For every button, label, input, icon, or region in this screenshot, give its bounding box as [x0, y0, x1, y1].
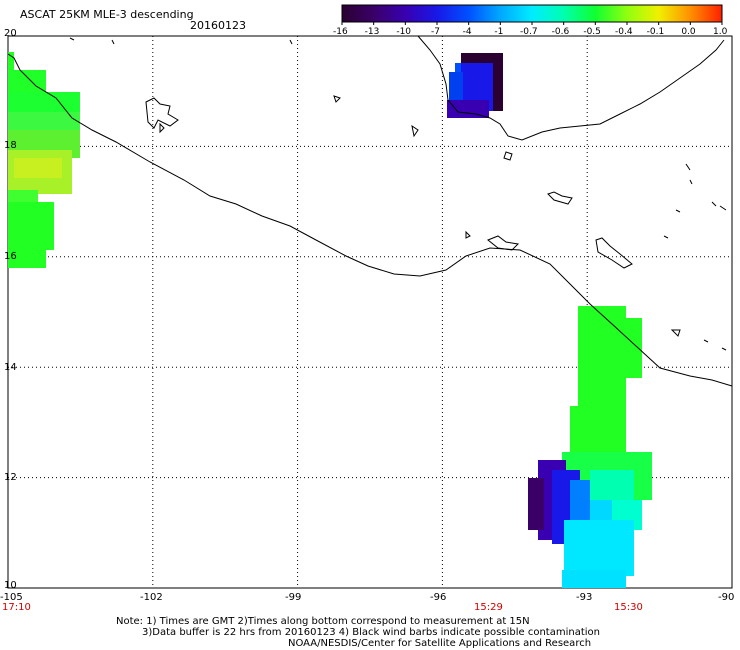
x-tick-label: -99	[285, 592, 302, 603]
islands	[69, 37, 727, 351]
colorbar-label: -13	[364, 27, 380, 37]
swath-cell	[8, 202, 54, 250]
colorbar-label: -0.4	[615, 27, 633, 37]
colorbar-label: -0.7	[520, 27, 538, 37]
colorbar-label: -16	[333, 27, 348, 37]
colorbar-gradient	[341, 4, 723, 23]
swath-cell	[8, 250, 46, 268]
x-tick-label: -93	[576, 592, 593, 603]
west-swath	[8, 52, 80, 268]
time-label: 17:10	[2, 602, 31, 613]
colorbar-label: -0.5	[583, 27, 601, 37]
colorbar-label: -1	[494, 27, 504, 37]
swath-cell	[564, 520, 634, 576]
note-line-3: NOAA/NESDIS/Center for Satellite Applica…	[288, 638, 592, 649]
coastline	[7, 53, 733, 387]
swath-cell	[8, 112, 80, 130]
swath-cell	[562, 570, 626, 588]
x-tick-label: -102	[140, 592, 163, 603]
swath-cell	[447, 100, 489, 118]
swath-cell	[14, 158, 62, 178]
swath-cell	[528, 478, 544, 530]
colorbar-label: -10	[396, 27, 412, 37]
swath-cell	[570, 406, 626, 454]
swath-cell	[570, 480, 590, 520]
y-tick-label: 16	[4, 251, 17, 262]
colorbar-label: -0.6	[551, 27, 570, 37]
swath-cell	[578, 378, 626, 408]
y-tick-label: 10	[4, 580, 17, 591]
y-tick-label: 18	[4, 140, 17, 151]
colorbar-label: -4	[462, 27, 472, 37]
swath-cell	[590, 470, 634, 500]
y-tick-label: 14	[4, 362, 17, 373]
colorbar-label: -7	[431, 27, 440, 37]
swath-cell	[8, 52, 14, 70]
plot-frame	[7, 35, 733, 589]
map-title: ASCAT 25KM MLE-3 descending	[20, 8, 194, 21]
time-label: 15:29	[474, 602, 503, 613]
coastline-gulf	[417, 35, 725, 141]
x-tick-label: -105	[0, 592, 23, 603]
colorbar-label: 1.0	[713, 27, 728, 37]
data-swaths	[8, 52, 652, 588]
x-tick-label: -96	[430, 592, 447, 603]
note-line-1: Note: 1) Times are GMT 2)Times along bot…	[116, 616, 530, 627]
north-swath	[447, 53, 503, 118]
y-tick-label: 12	[4, 472, 17, 483]
x-tick-label: -90	[718, 592, 735, 603]
swath-cell	[449, 72, 463, 106]
note-line-2: 3)Data buffer is 22 hrs from 20160123 4)…	[142, 627, 600, 638]
colorbar-label: -0.1	[646, 27, 665, 37]
colorbar-label: 0.0	[681, 27, 696, 37]
colorbar	[341, 4, 723, 25]
time-label: 15:30	[614, 602, 643, 613]
y-tick-label: 20	[4, 28, 17, 39]
footer-notes: Note: 1) Times are GMT 2)Times along bot…	[116, 616, 600, 649]
swath-cell	[8, 92, 80, 112]
swath-cell	[578, 318, 642, 378]
swath-cell	[8, 190, 38, 202]
south-swath	[528, 306, 652, 588]
map-date: 20160123	[190, 19, 246, 32]
